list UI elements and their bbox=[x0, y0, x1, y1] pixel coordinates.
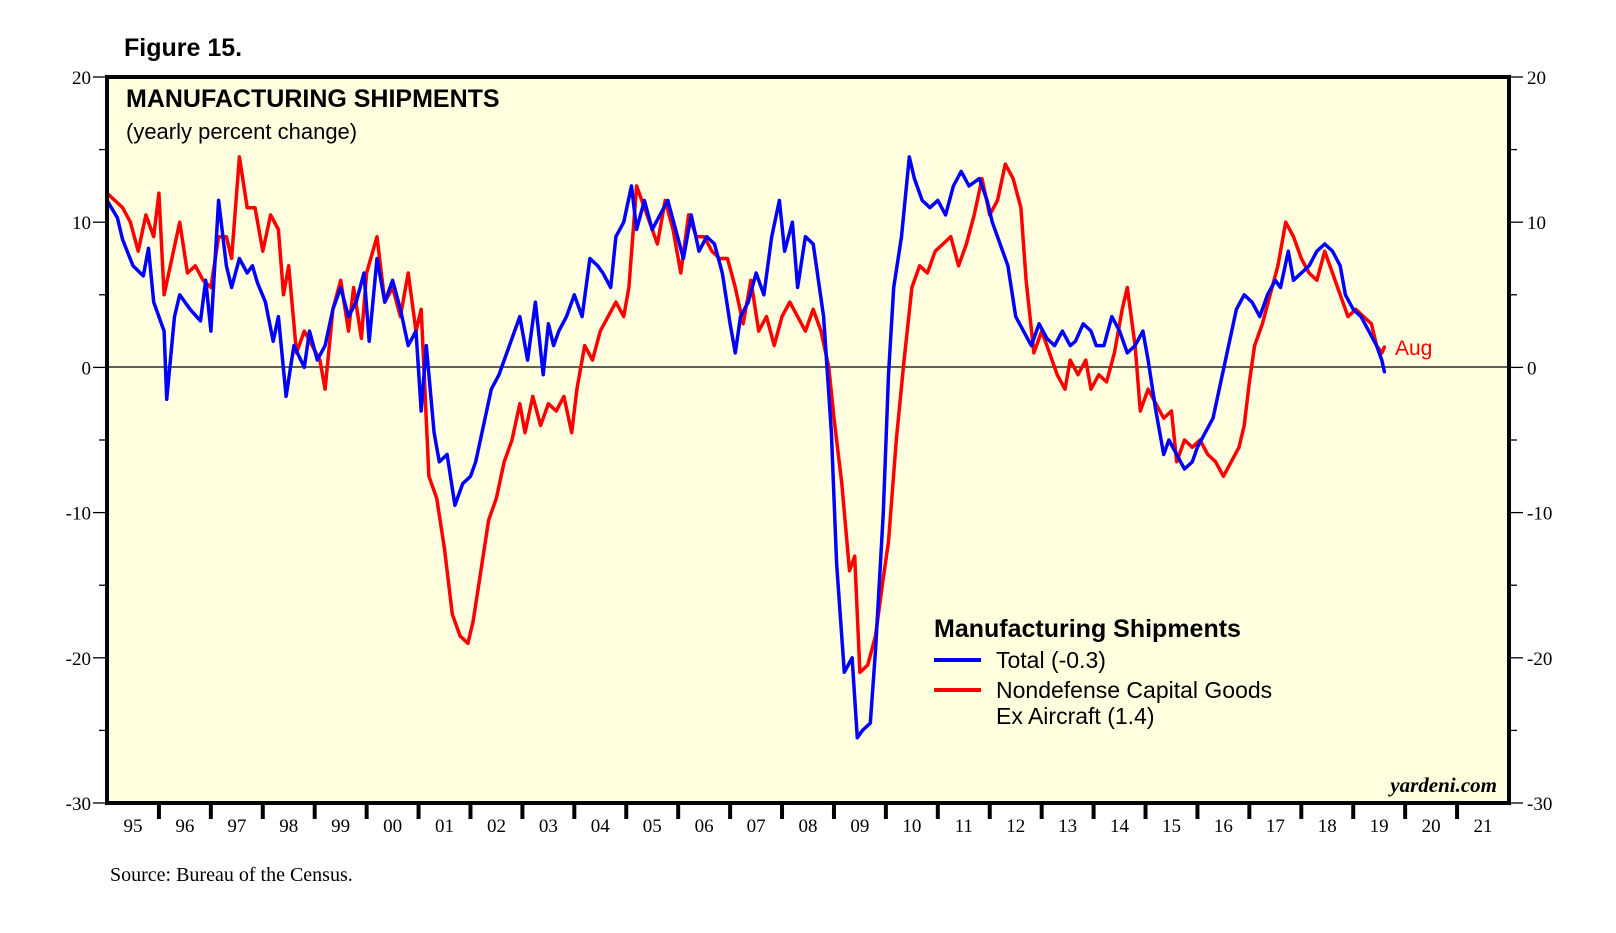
x-tick-label: 13 bbox=[1058, 816, 1077, 837]
right-axis: 20 10 0 -10 -20 -30 bbox=[1509, 68, 1552, 815]
x-tick-label: 01 bbox=[435, 816, 454, 837]
x-tick-label: 20 bbox=[1422, 816, 1441, 837]
y-tick-label-left: -10 bbox=[66, 504, 91, 525]
y-tick-label-left: 10 bbox=[72, 213, 91, 234]
y-tick-label-right: -20 bbox=[1527, 649, 1552, 670]
legend-title: Manufacturing Shipments bbox=[934, 615, 1241, 643]
x-tick-label: 02 bbox=[487, 816, 506, 837]
y-tick-label-right: 10 bbox=[1527, 213, 1546, 234]
legend-label-total: Total (-0.3) bbox=[996, 647, 1106, 673]
x-tick-label: 19 bbox=[1370, 816, 1389, 837]
x-tick-label: 03 bbox=[539, 816, 558, 837]
x-tick-label: 99 bbox=[331, 816, 350, 837]
y-tick-label-right: -30 bbox=[1527, 794, 1552, 815]
legend-label-capgoods-line2: Ex Aircraft (1.4) bbox=[996, 703, 1154, 729]
series-line-total bbox=[105, 155, 1387, 740]
x-axis: 95 96 97 98 99 00 01 02 03 04 05 06 07 08 09 10 11 12 13 14… bbox=[123, 803, 1493, 837]
series-line-capital-goods bbox=[105, 155, 1387, 675]
legend-label-capgoods-line1: Nondefense Capital Goods bbox=[996, 677, 1272, 703]
x-tick-label: 97 bbox=[227, 816, 246, 837]
legend: Manufacturing Shipments Total (-0.3) Non… bbox=[934, 615, 1272, 729]
y-tick-label-left: -30 bbox=[66, 794, 91, 815]
figure-label: Figure 15. bbox=[124, 34, 243, 62]
x-tick-label: 05 bbox=[643, 816, 662, 837]
x-tick-label: 16 bbox=[1214, 816, 1233, 837]
x-tick-label: 95 bbox=[123, 816, 142, 837]
y-tick-label-right: -10 bbox=[1527, 504, 1552, 525]
x-tick-label: 14 bbox=[1110, 816, 1130, 837]
x-tick-label: 09 bbox=[850, 816, 869, 837]
x-tick-label: 00 bbox=[383, 816, 402, 837]
chart-subtitle: (yearly percent change) bbox=[126, 119, 357, 144]
x-tick-label: 11 bbox=[955, 816, 973, 837]
x-tick-label: 08 bbox=[799, 816, 818, 837]
series-layer bbox=[105, 155, 1387, 740]
chart-title: MANUFACTURING SHIPMENTS bbox=[126, 85, 500, 113]
source-note: Source: Bureau of the Census. bbox=[110, 864, 353, 886]
x-tick-label: 10 bbox=[902, 816, 921, 837]
plot-background bbox=[107, 77, 1509, 803]
y-tick-label-left: 0 bbox=[82, 358, 92, 379]
left-axis: 20 10 0 -10 -20 -30 bbox=[66, 68, 107, 815]
x-tick-label: 15 bbox=[1162, 816, 1181, 837]
x-tick-label: 17 bbox=[1266, 816, 1285, 837]
watermark: yardeni.com bbox=[1387, 773, 1497, 797]
plot-frame bbox=[105, 75, 1511, 805]
x-tick-label: 18 bbox=[1318, 816, 1337, 837]
x-tick-label: 98 bbox=[279, 816, 298, 837]
y-tick-label-right: 20 bbox=[1527, 68, 1546, 89]
y-tick-label-left: -20 bbox=[66, 649, 91, 670]
x-tick-label: 06 bbox=[695, 816, 714, 837]
y-tick-label-left: 20 bbox=[72, 68, 91, 89]
x-tick-label: 04 bbox=[591, 816, 611, 837]
y-tick-label-right: 0 bbox=[1527, 358, 1537, 379]
x-tick-label: 21 bbox=[1474, 816, 1493, 837]
end-label-aug: Aug bbox=[1395, 337, 1432, 360]
x-tick-label: 07 bbox=[747, 816, 766, 837]
x-tick-label: 96 bbox=[175, 816, 194, 837]
x-tick-label: 12 bbox=[1006, 816, 1025, 837]
